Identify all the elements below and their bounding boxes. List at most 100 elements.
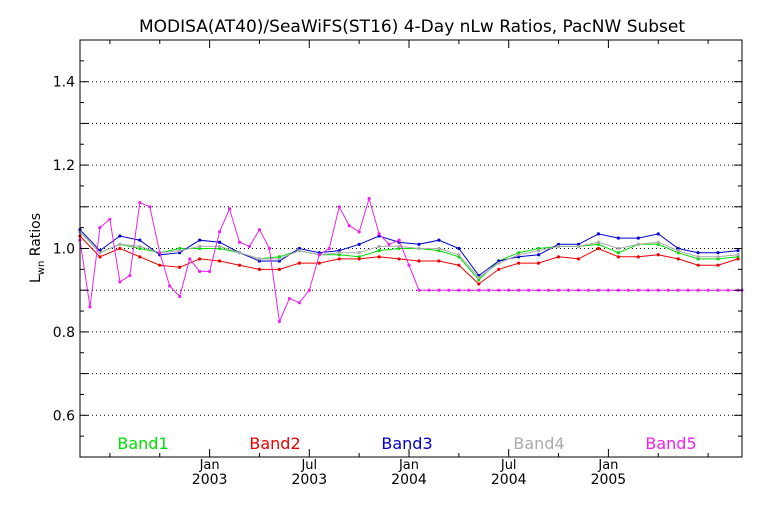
- data-point: [736, 257, 740, 261]
- data-point: [198, 244, 202, 249]
- data-point: [586, 288, 591, 292]
- data-point: [417, 246, 421, 251]
- y-tick-label: 0.8: [53, 325, 75, 341]
- data-point: [227, 207, 232, 211]
- data-point: [596, 246, 601, 251]
- x-tick-month: Jan: [199, 458, 220, 473]
- data-point: [537, 253, 541, 257]
- data-point: [656, 253, 660, 257]
- data-point: [158, 263, 162, 267]
- data-point: [118, 280, 122, 284]
- legend-entry-band5: Band5: [645, 434, 696, 453]
- data-point: [357, 230, 361, 234]
- x-tick-month: Jul: [500, 458, 517, 473]
- data-point: [208, 269, 212, 274]
- data-point: [537, 248, 541, 253]
- data-point: [437, 238, 441, 242]
- data-point: [377, 244, 381, 249]
- y-axis-label-main: L: [28, 275, 44, 283]
- data-point: [178, 265, 182, 269]
- y-axis: 0.6 0.8 1.0 1.2 1.4: [53, 60, 742, 437]
- data-point: [497, 288, 501, 292]
- data-point: [576, 257, 581, 261]
- x-tick-month: Jan: [597, 458, 618, 473]
- data-point: [247, 244, 252, 249]
- data-point: [477, 288, 481, 292]
- data-point: [337, 257, 341, 261]
- data-point: [716, 255, 720, 259]
- data-point: [357, 251, 361, 255]
- data-point: [517, 288, 521, 292]
- data-point: [387, 242, 391, 246]
- data-point: [616, 255, 620, 259]
- data-point: [686, 288, 690, 292]
- x-tick-year: 2003: [291, 472, 327, 488]
- data-point: [277, 267, 281, 271]
- data-point: [457, 263, 461, 267]
- data-point: [527, 288, 531, 292]
- data-point: [397, 244, 401, 249]
- data-point: [337, 205, 341, 209]
- data-point: [267, 246, 272, 251]
- data-point: [656, 288, 660, 292]
- data-point: [237, 240, 242, 244]
- data-point: [277, 257, 281, 261]
- data-point: [696, 288, 700, 292]
- data-point: [178, 294, 182, 299]
- data-point: [576, 244, 581, 249]
- data-point: [397, 257, 401, 261]
- data-point: [307, 288, 311, 292]
- data-point: [198, 238, 202, 242]
- data-point: [596, 240, 601, 244]
- data-point: [676, 288, 680, 292]
- data-point: [178, 248, 182, 253]
- data-point: [297, 248, 301, 253]
- data-point: [676, 257, 680, 261]
- legend-entry-band1: Band1: [117, 434, 168, 453]
- data-point: [417, 288, 421, 292]
- data-point: [377, 248, 381, 253]
- data-point: [556, 255, 561, 259]
- series-band4: [78, 230, 740, 280]
- data-point: [148, 205, 152, 209]
- y-tick-label: 0.6: [53, 408, 75, 424]
- data-point: [656, 232, 660, 236]
- x-tick-year: 2005: [591, 472, 627, 488]
- series-band5: [78, 196, 744, 324]
- data-point: [437, 288, 441, 292]
- data-point: [397, 238, 401, 242]
- data-point: [257, 267, 262, 271]
- data-point: [636, 255, 640, 259]
- data-point: [517, 261, 521, 265]
- data-point: [596, 288, 601, 292]
- data-point: [118, 246, 122, 251]
- y-tick-label: 1.2: [53, 158, 75, 174]
- data-point: [357, 257, 361, 261]
- data-point: [257, 257, 262, 261]
- data-point: [367, 196, 371, 201]
- data-point: [297, 261, 301, 265]
- data-point: [666, 288, 670, 292]
- data-point: [636, 242, 640, 246]
- data-point: [497, 267, 501, 271]
- data-point: [696, 255, 700, 259]
- plot-frame: [79, 39, 743, 458]
- data-point: [417, 259, 421, 263]
- x-tick-year: 2004: [391, 472, 427, 488]
- data-point: [457, 288, 461, 292]
- data-point: [217, 240, 222, 244]
- data-point: [467, 288, 471, 292]
- y-axis-label: Lwn Ratios: [28, 213, 47, 283]
- data-point: [407, 263, 411, 267]
- legend-entry-band4: Band4: [513, 434, 564, 453]
- data-point: [317, 261, 321, 265]
- data-point: [138, 255, 142, 259]
- y-axis-label-sub: wn: [36, 261, 47, 276]
- series-line-band3: [79, 229, 739, 277]
- data-point: [616, 251, 620, 255]
- data-point: [357, 242, 361, 246]
- data-point: [556, 244, 561, 249]
- data-point: [188, 257, 192, 261]
- data-point: [217, 230, 222, 234]
